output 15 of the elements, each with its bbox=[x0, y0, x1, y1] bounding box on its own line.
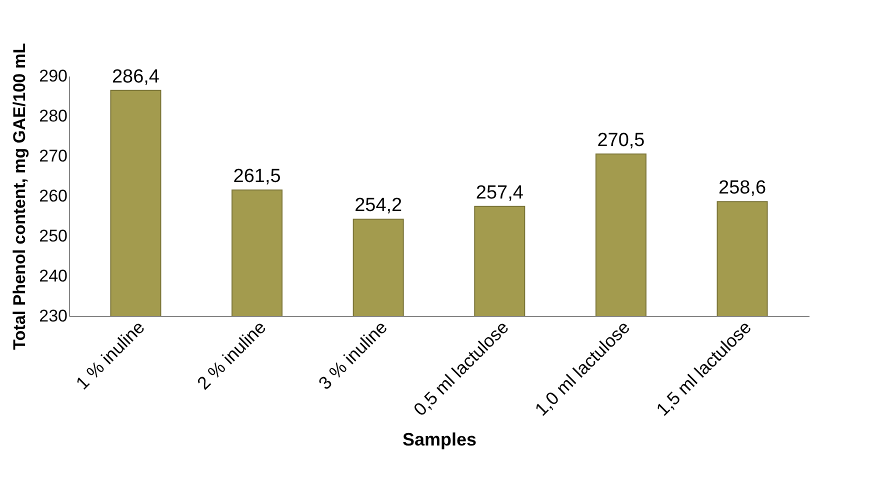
y-tick-label: 230 bbox=[39, 306, 68, 326]
y-tick-label: 260 bbox=[39, 186, 68, 206]
y-tick-label: 240 bbox=[39, 266, 68, 286]
data-label: 258,6 bbox=[718, 178, 766, 199]
y-axis-title: Total Phenol content, mg GAE/100 mL bbox=[10, 43, 30, 350]
data-label: 261,5 bbox=[233, 166, 281, 187]
y-tick-label: 280 bbox=[39, 106, 68, 126]
data-label: 286,4 bbox=[112, 66, 160, 88]
data-label: 270,5 bbox=[597, 130, 645, 151]
data-label: 254,2 bbox=[354, 195, 402, 216]
x-axis-title: Samples bbox=[402, 430, 477, 450]
y-tick-label: 290 bbox=[39, 66, 68, 86]
data-label: 257,4 bbox=[476, 182, 524, 204]
y-tick-label: 270 bbox=[39, 146, 68, 166]
y-tick-label: 250 bbox=[39, 226, 68, 246]
